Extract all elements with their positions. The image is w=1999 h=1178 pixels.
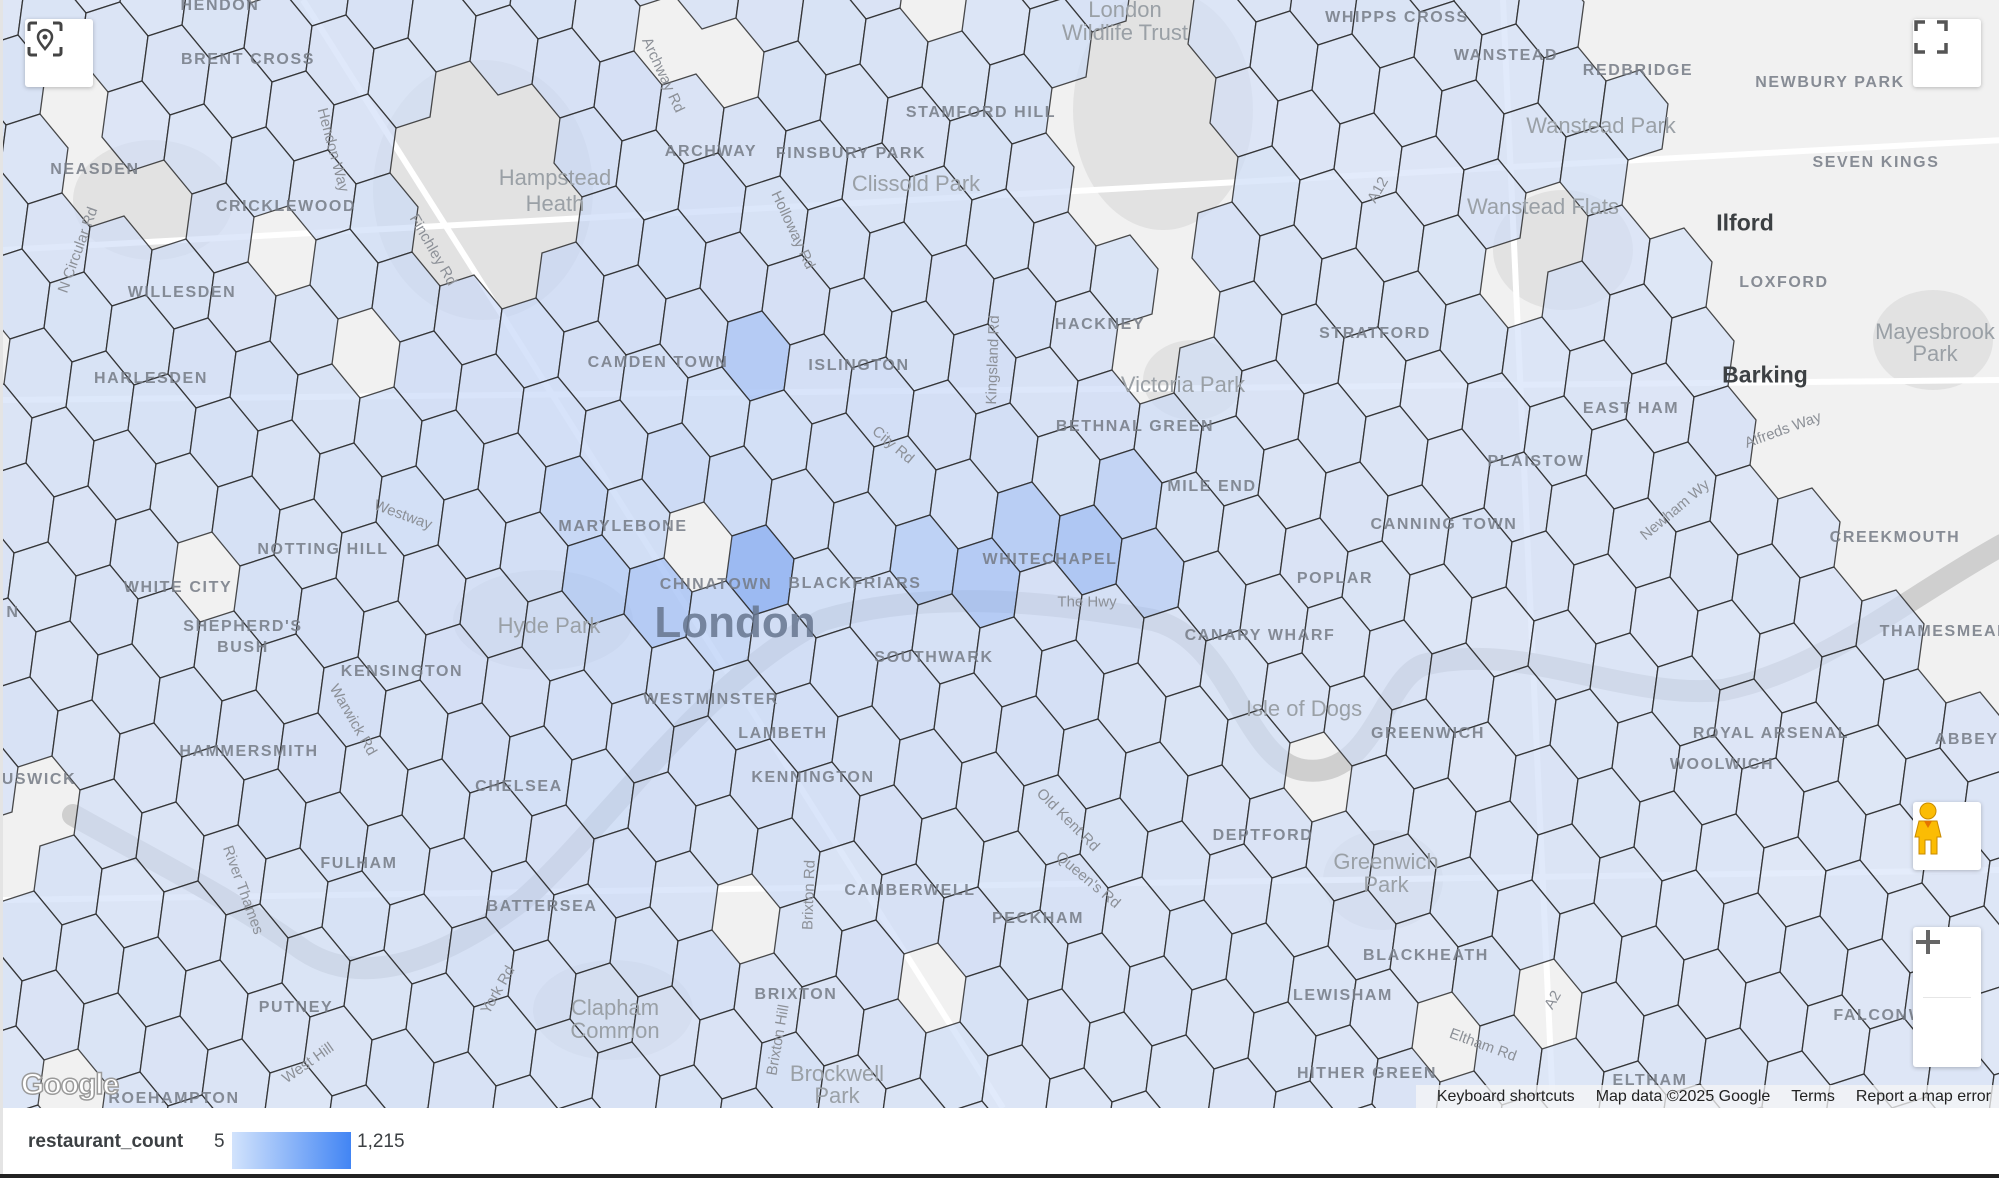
hex-cell[interactable] (490, 1074, 559, 1108)
hex-cell[interactable] (1064, 0, 1132, 33)
hex-cell[interactable] (817, 1054, 887, 1108)
hex-cell[interactable] (552, 1097, 620, 1108)
legend-min-value: 5 (214, 1131, 225, 1152)
hex-cell[interactable] (654, 1064, 723, 1108)
hex-cell[interactable] (880, 1077, 948, 1108)
zoom-out-button[interactable] (1913, 940, 1981, 1067)
hex-cell[interactable] (1187, 0, 1257, 79)
hex-cell[interactable] (326, 1084, 394, 1108)
zoom-controls (1913, 927, 1981, 1067)
hex-cell[interactable] (674, 0, 742, 30)
hex-cell[interactable] (612, 0, 680, 7)
hex-cell[interactable] (162, 1094, 230, 1108)
google-logo: Google (20, 1067, 120, 1102)
fullscreen-icon (1914, 20, 1948, 54)
minus-icon (1916, 940, 1940, 944)
legend-title: restaurant_count (28, 1131, 184, 1152)
my-location-button[interactable] (25, 19, 93, 87)
hexbin-layer (3, 0, 1999, 1108)
my-location-icon (27, 21, 63, 57)
map-attribution: Keyboard shortcuts Map data ©2025 Google… (1415, 1085, 1999, 1108)
hex-cell[interactable] (1106, 1090, 1174, 1108)
legend-max-value: 1,215 (357, 1131, 405, 1152)
window-border (0, 1174, 1999, 1178)
hex-cell[interactable] (716, 1087, 784, 1108)
park-area (373, 60, 593, 320)
park-area (1873, 290, 1993, 390)
zoom-divider (1923, 996, 1971, 998)
map-canvas[interactable]: HENDON BRENT CROSS NEASDEN CRICKLEWOOD WILLE… (0, 0, 1999, 1108)
hex-cell[interactable] (100, 1071, 169, 1108)
hex-cell[interactable] (1270, 1080, 1338, 1108)
terms-link[interactable]: Terms (1791, 1087, 1835, 1105)
fullscreen-button[interactable] (1913, 19, 1981, 87)
hex-cell[interactable] (264, 1061, 333, 1108)
hex-cell[interactable] (3, 733, 19, 823)
street-view-pegman-button[interactable] (1913, 802, 1981, 870)
hex-cell[interactable] (427, 1051, 497, 1108)
keyboard-shortcuts-link[interactable]: Keyboard shortcuts (1436, 1087, 1575, 1105)
street-view-pegman-icon (1914, 802, 1942, 855)
hex-cell[interactable] (1208, 1057, 1277, 1108)
hex-cell[interactable] (371, 251, 441, 343)
legend-gradient-bar (232, 1132, 351, 1169)
report-map-error-link[interactable]: Report a map error (1855, 1087, 1991, 1105)
hex-cell[interactable] (1332, 1103, 1400, 1108)
map-data-text: Map data ©2025 Google (1595, 1087, 1771, 1105)
hex-cell[interactable] (942, 1100, 1010, 1108)
hex-cell[interactable] (3, 1104, 66, 1108)
hex-cell[interactable] (1044, 1067, 1113, 1108)
